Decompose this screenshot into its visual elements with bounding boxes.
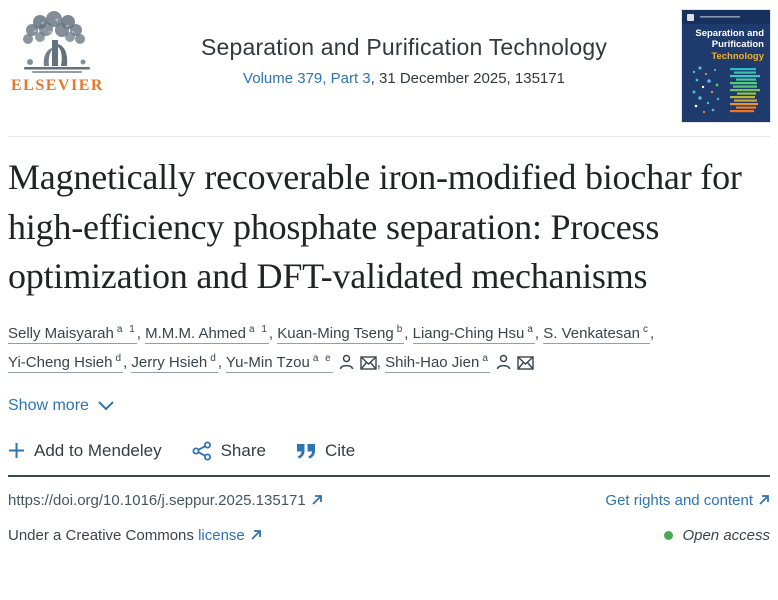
author-affiliation-sup: a [527,324,535,336]
arrow-up-right-icon [311,493,323,510]
author-name: S. Venkatesan [543,325,640,343]
share-nodes-icon [192,441,211,461]
open-access-dot-icon [664,531,674,541]
author-name: Kuan-Ming Tseng [277,325,394,343]
author-link[interactable]: Selly Maisyarah a 1 [8,324,145,345]
author-name: Jerry Hsieh [131,354,208,372]
doi-rights-row: https://doi.org/10.1016/j.seppur.2025.13… [8,492,770,510]
doi-text: https://doi.org/10.1016/j.seppur.2025.13… [8,491,306,509]
license-line: Under a Creative Commons license [8,527,262,545]
open-access-badge: Open access [664,527,770,544]
cover-bar-art [730,68,760,113]
author-name: Yu-Min Tzou [225,354,310,372]
arrow-up-right-icon [758,493,770,510]
cover-title-line2: Purification [712,39,764,50]
envelope-icon[interactable] [517,351,534,380]
journal-header: ELSEVIER Separation and Purification Tec… [8,8,770,126]
journal-cover-thumbnail[interactable]: Separation and Purification Technology [682,10,770,122]
cover-title-line3: Technology [711,51,764,62]
elsevier-logo[interactable]: ELSEVIER [8,8,126,95]
share-button[interactable]: Share [192,441,266,461]
quote-icon [296,443,315,459]
author-name: M.M.M. Ahmed [145,325,246,343]
publisher-name: ELSEVIER [11,77,104,94]
author-affiliation-sup: a e [312,353,333,365]
cover-dot-art [692,66,720,114]
author-link[interactable]: S. Venkatesan c [543,324,654,345]
author-affiliation-sup: a 1 [116,324,137,336]
elsevier-tree-icon [23,11,90,73]
cite-button[interactable]: Cite [296,441,355,461]
journal-issue-line: Volume 379, Part 3, 31 December 2025, 13… [126,70,682,87]
chevron-down-icon [98,400,114,410]
license-prefix-text: Under a Creative Commons [8,526,194,544]
license-row: Under a Creative Commons license Open ac… [8,527,770,545]
author-affiliation-sup: c [643,324,650,336]
envelope-icon[interactable] [360,351,377,380]
action-bar: Add to Mendeley Share Cite [8,441,770,461]
license-link-label: license [198,526,245,544]
show-more-label: Show more [8,396,89,414]
author-link[interactable]: Yi-Cheng Hsieh d [8,353,131,374]
add-to-mendeley-button[interactable]: Add to Mendeley [8,441,162,461]
cite-label: Cite [324,440,356,460]
arrow-up-right-icon [250,528,262,545]
author-name: Yi-Cheng Hsieh [8,354,113,372]
person-icon [496,351,511,380]
add-to-mendeley-label: Add to Mendeley [34,440,162,460]
share-label: Share [220,440,266,460]
journal-title-link[interactable]: Separation and Purification Technology [200,34,608,60]
person-icon [339,351,354,380]
author-affiliation-sup: a [482,353,490,365]
author-name: Selly Maisyarah [8,325,114,343]
author-link[interactable]: M.M.M. Ahmed a 1 [145,324,277,345]
doi-link[interactable]: https://doi.org/10.1016/j.seppur.2025.13… [8,492,323,510]
cover-title-line1: Separation and [695,28,764,39]
article-title: Magnetically recoverable iron-modified b… [8,157,742,297]
author-affiliation-sup: d [115,353,124,365]
issue-date-text: , 31 December 2025, 135171 [370,70,565,87]
get-rights-label: Get rights and content [605,491,753,509]
header-divider [8,136,770,137]
journal-masthead: Separation and Purification Technology V… [126,8,682,87]
author-link[interactable]: Yu-Min Tzou a e [225,353,385,374]
author-affiliation-sup: b [396,324,405,336]
author-link[interactable]: Shih-Hao Jien a [385,353,534,374]
volume-part-link[interactable]: Volume 379, Part 3 [243,70,371,87]
author-affiliation-sup: d [210,353,218,365]
author-affiliation-sup: a 1 [248,324,269,336]
article-header-page: ELSEVIER Separation and Purification Tec… [8,8,770,545]
author-name: Liang-Ching Hsu [412,325,525,343]
author-link[interactable]: Kuan-Ming Tseng b [277,324,413,345]
footer-divider [8,474,770,477]
show-more-button[interactable]: Show more [8,397,114,415]
author-link[interactable]: Liang-Ching Hsu a [412,324,543,345]
author-link[interactable]: Jerry Hsieh d [131,353,226,374]
get-rights-link[interactable]: Get rights and content [605,492,770,510]
plus-icon [9,443,24,459]
open-access-label: Open access [682,527,770,545]
author-name: Shih-Hao Jien [385,354,480,372]
license-link[interactable]: license [198,527,262,544]
